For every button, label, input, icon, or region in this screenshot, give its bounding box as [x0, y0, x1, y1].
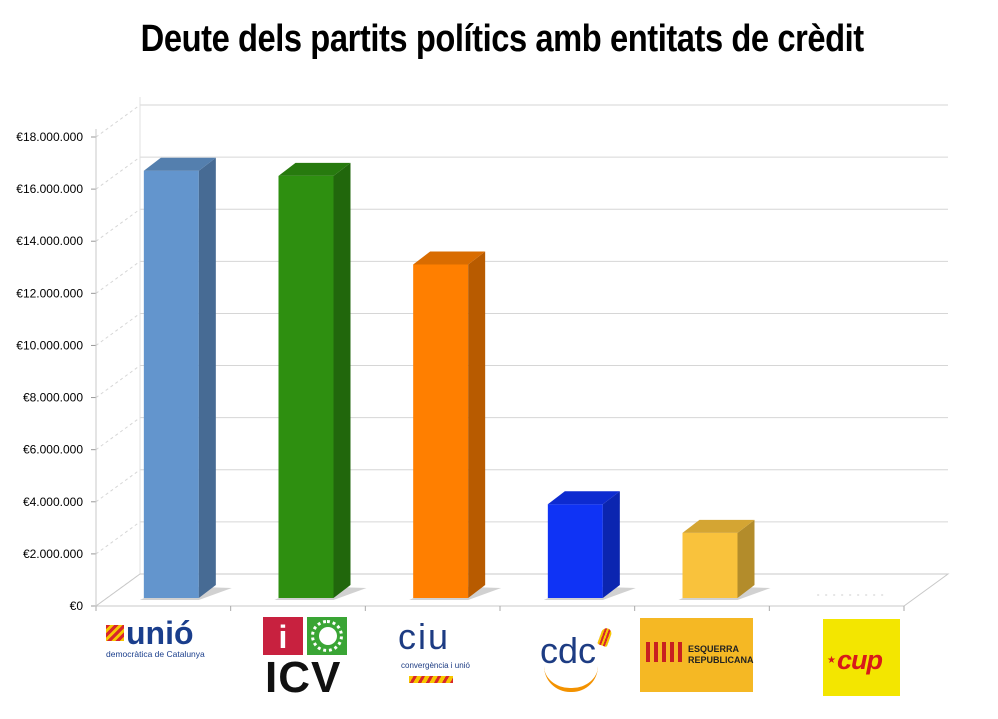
left-gridline: [95, 104, 141, 138]
cup-logo-text: cup: [837, 645, 883, 675]
unio-flag-icon: [106, 625, 124, 641]
bar: [278, 175, 334, 598]
bar-top: [413, 251, 486, 265]
unio-logo: unió democràtica de Catalunya: [104, 615, 222, 663]
left-gridline: [95, 208, 141, 242]
left-gridline: [95, 156, 141, 190]
left-gridline: [95, 313, 141, 346]
cup-logo: ★ cup: [823, 619, 900, 696]
ciu-flag-stripes-icon: [409, 676, 453, 683]
left-gridline: [95, 521, 141, 555]
icv-i-glyph: i: [278, 619, 288, 655]
y-tick-label: €12.000.000: [16, 286, 83, 300]
sun-icon: [319, 627, 337, 645]
erc-logo-line2: REPUBLICANA: [688, 655, 754, 665]
erc-flag-bars-icon: [646, 642, 682, 662]
y-tick-label: €16.000.000: [16, 182, 83, 196]
bar-top: [278, 162, 351, 176]
y-tick-label: €4.000.000: [23, 495, 83, 509]
cdc-flag-icon: [597, 626, 613, 648]
bar: [682, 532, 738, 598]
y-tick-label: €14.000.000: [16, 234, 83, 248]
bar-side: [737, 519, 755, 598]
y-tick-label: €8.000.000: [23, 391, 83, 405]
bar-top: [682, 519, 755, 533]
bar-side: [198, 157, 216, 598]
unio-logo-subtitle: democràtica de Catalunya: [106, 649, 205, 659]
cup-star-icon: ★: [827, 655, 836, 666]
smile-icon: [544, 666, 598, 692]
y-tick-label: €0: [70, 599, 84, 613]
ciu-logo: ciu convergència i unió: [395, 616, 475, 688]
y-tick-label: €10.000.000: [16, 338, 83, 352]
left-gridline: [95, 469, 141, 503]
bar-top: [547, 491, 620, 505]
bar-side: [468, 251, 486, 598]
bar-side: [602, 491, 620, 598]
bar-side: [333, 162, 351, 598]
icv-info-box: i: [263, 617, 303, 655]
ciu-logo-subtitle: convergència i unió: [401, 661, 470, 670]
bar: [143, 170, 199, 598]
cdc-logo: cdc: [538, 626, 618, 700]
erc-logo: ESQUERRA REPUBLICANA: [640, 618, 754, 692]
erc-logo-line1: ESQUERRA: [688, 644, 740, 654]
y-tick-label: €6.000.000: [23, 443, 83, 457]
icv-logo: i ICV: [263, 617, 351, 702]
left-gridline: [95, 365, 141, 398]
unio-logo-text: unió: [126, 615, 194, 651]
left-gridline: [95, 417, 141, 451]
ciu-logo-text: ciu: [398, 616, 451, 657]
bar: [413, 264, 469, 598]
bar-top: [143, 157, 216, 171]
y-tick-label: €18.000.000: [16, 130, 83, 144]
cdc-logo-text: cdc: [540, 630, 597, 671]
chart-title: Deute dels partits polítics amb entitats…: [140, 18, 864, 60]
sun-rays-icon: [311, 620, 343, 652]
left-gridline: [95, 260, 141, 294]
bar: [547, 504, 603, 598]
icv-logo-text: ICV: [265, 653, 342, 702]
y-tick-label: €2.000.000: [23, 547, 83, 561]
